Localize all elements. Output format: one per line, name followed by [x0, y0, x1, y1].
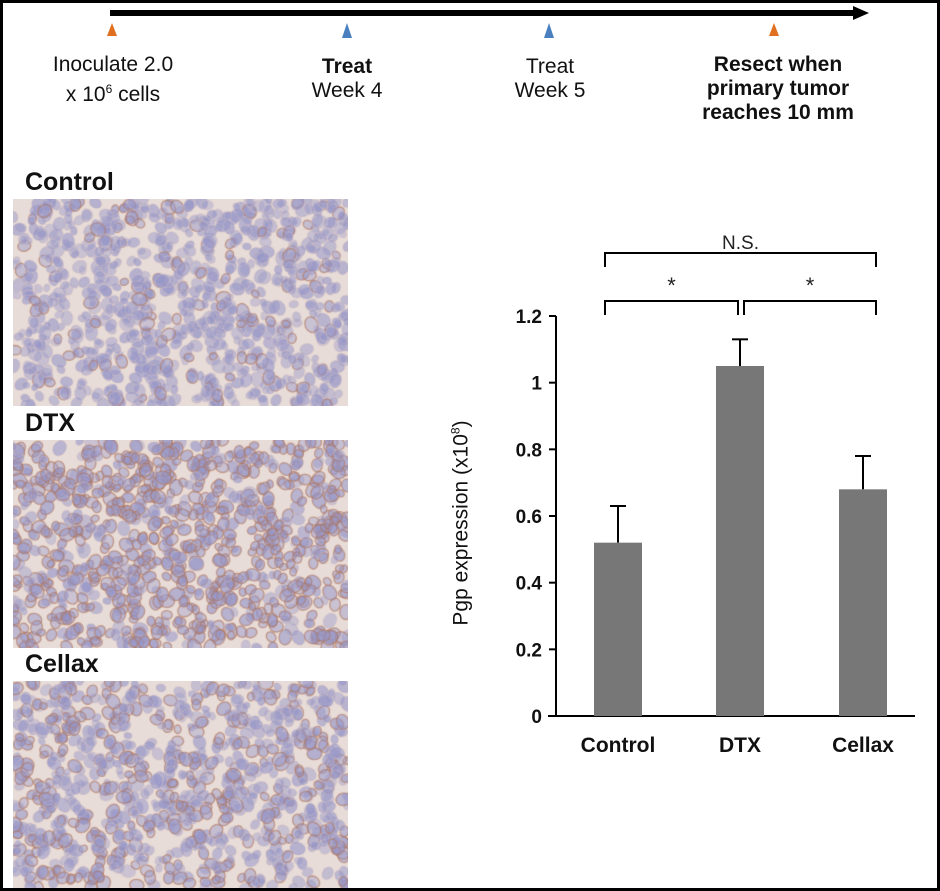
y-tick-label: 0.4 — [516, 574, 543, 595]
timeline-arrow-head — [853, 6, 869, 20]
event-marker-1 — [342, 23, 352, 38]
micrograph-cellax — [13, 681, 348, 888]
panel-label-cellax: Cellax — [25, 650, 99, 678]
significance-bracket — [604, 252, 877, 267]
significance-bracket — [743, 300, 877, 315]
significance-bracket — [604, 300, 739, 315]
bar-chart: 0 0.2 0.4 0.6 0.8 1 1.2 Control DTX Cellax N.S. * * — [516, 233, 915, 757]
significance-label: N.S. — [722, 233, 759, 254]
significance-label: * — [806, 273, 815, 298]
bar-dtx — [716, 366, 764, 716]
y-tick-label: 0.6 — [516, 507, 542, 528]
panel-label-control: Control — [25, 168, 114, 196]
y-tick-label: 0.8 — [516, 440, 542, 461]
y-tick-label: 1 — [531, 374, 542, 395]
x-tick-label: DTX — [719, 734, 761, 757]
event-label-resect: Resect when primary tumor reaches 10 mm — [702, 53, 854, 124]
micrograph-dtx — [13, 440, 348, 648]
y-tick-label: 0.2 — [516, 640, 542, 661]
panel-label-dtx: DTX — [25, 409, 75, 437]
y-tick-label: 1.2 — [516, 307, 542, 328]
x-tick-label: Control — [581, 734, 656, 757]
y-axis-label: Pgp expression (x108) — [448, 420, 473, 626]
event-label-inoculate: Inoculate 2.0 x 106 cells — [52, 53, 174, 106]
event-label-week4: Treat Week 4 — [311, 55, 383, 102]
timeline-svg — [107, 6, 869, 38]
y-tick-label: 0 — [531, 707, 542, 728]
event-marker-0 — [107, 23, 117, 36]
micrograph-control — [13, 199, 348, 406]
event-label-week5: Treat Week 5 — [514, 55, 586, 102]
bar-cellax — [839, 489, 887, 716]
event-marker-3 — [769, 23, 779, 36]
bar-control — [594, 542, 642, 716]
x-tick-label: Cellax — [832, 734, 894, 757]
significance-label: * — [667, 273, 676, 298]
event-marker-2 — [544, 23, 554, 38]
